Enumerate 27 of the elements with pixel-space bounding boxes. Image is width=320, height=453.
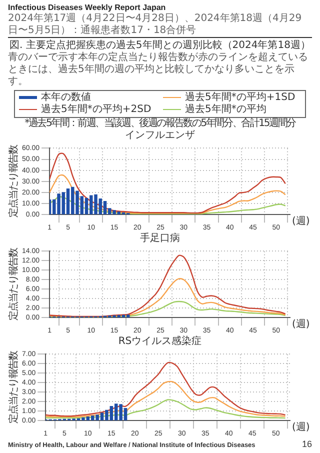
line-series xyxy=(46,398,286,418)
chart-title: インフルエンザ xyxy=(124,130,196,142)
line-series xyxy=(50,196,286,214)
text: 図. 主要定点把握疾患の過去5年間との週別比較（2024年第18週） xyxy=(8,40,312,52)
line-series xyxy=(50,278,286,317)
chart-title: RSウイルス感染症 xyxy=(117,336,203,348)
y-axis-title: 定点当たり報告数 xyxy=(8,144,20,217)
x-axis-title: (週) xyxy=(292,422,310,433)
x-axis-title: (週) xyxy=(292,216,310,227)
line-series xyxy=(50,152,286,214)
text: 16 xyxy=(302,438,312,450)
y-axis-title: 定点当たり報告数 xyxy=(8,246,20,320)
text: 青のバーで示す本年の定点当たり報告数が赤のラインを超えているときには、過去5年間の週の平均と比較してかなり多いことを示す。 xyxy=(8,52,309,88)
line-series xyxy=(46,380,286,418)
text: Infectious Diseases Weekly Report Japan xyxy=(8,3,167,13)
x-axis-title: (週) xyxy=(292,318,310,330)
legend-label: 過去5年間*の平均+1SD xyxy=(185,92,296,104)
line-series xyxy=(46,362,286,416)
chart-title: 手足口病 xyxy=(139,232,181,245)
legend-label: 本年の数値 xyxy=(41,92,91,104)
text: 2024年第17週（4月22日〜4月28日）、2024年第18週（4月29日〜5月5日）：通報患者数17・18合併号 xyxy=(8,12,303,37)
text: *過去5年間：前週、当該週、後週の報告数の5年間分、合計15週間分 xyxy=(24,118,297,130)
legend-label: 過去5年間*の平均 xyxy=(185,104,266,116)
line-series xyxy=(50,254,286,317)
y-axis-title: 定点当たり報告数 xyxy=(8,350,20,423)
legend-label: 過去5年間*の平均+2SD xyxy=(41,104,152,116)
line-series xyxy=(50,174,286,214)
